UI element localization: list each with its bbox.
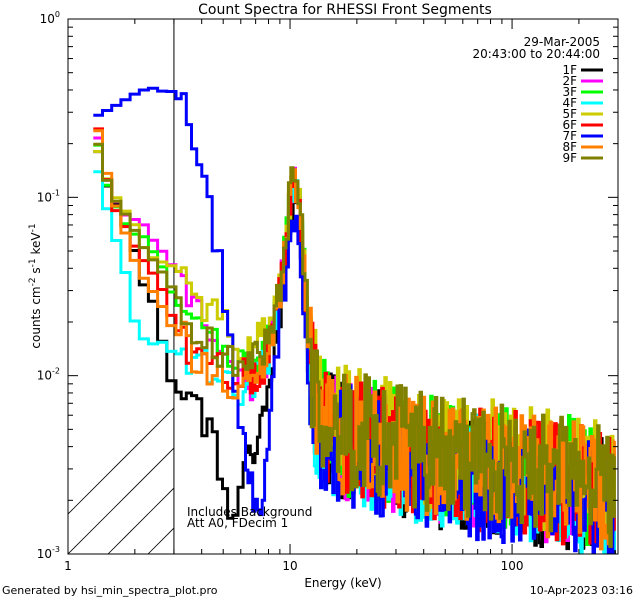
background-hatch-region: [68, 407, 174, 554]
legend-label-6F: 6F: [562, 118, 577, 132]
timestamp-label: 10-Apr-2023 03:16: [530, 584, 633, 597]
legend-label-9F: 9F: [562, 151, 577, 165]
series-line-9F: [93, 142, 616, 548]
series-layer: [93, 86, 616, 554]
axis-ticks: [67, 18, 619, 555]
hatch-line: [68, 447, 174, 554]
legend-label-7F: 7F: [562, 129, 577, 143]
y-tick-label: 10-1: [37, 188, 60, 204]
legend-label-2F: 2F: [562, 74, 577, 88]
x-axis-label: Energy (keV): [304, 576, 381, 590]
x-tick-label: 10: [282, 559, 297, 573]
y-axis-label: counts cm-2 s-1 keV-1: [28, 223, 43, 348]
annotation-attenuator: Att A0, FDecim 1: [187, 516, 288, 530]
legend-label-4F: 4F: [562, 96, 577, 110]
legend-label-8F: 8F: [562, 140, 577, 154]
plot-frame: [67, 18, 619, 555]
chart-title: Count Spectra for RHESSI Front Segments: [198, 2, 492, 18]
generated-by-label: Generated by hsi_min_spectra_plot.pro: [2, 584, 218, 597]
legend-label-1F: 1F: [562, 63, 577, 77]
hatch-line: [68, 407, 174, 515]
y-tick-labels: 10-3 10-2 10-1 100: [37, 10, 60, 561]
time-range-label: 20:43:00 to 20:44:00: [473, 47, 600, 61]
y-tick-label: 10-2: [37, 367, 60, 383]
y-tick-label: 10-3: [37, 545, 60, 561]
x-tick-labels: 1 10 100: [64, 559, 523, 573]
x-tick-label: 1: [64, 559, 72, 573]
date-label: 29-Mar-2005: [524, 35, 600, 49]
annotation-background: Includes Background: [187, 505, 312, 519]
legend-label-3F: 3F: [562, 85, 577, 99]
y-tick-label: 100: [40, 10, 60, 26]
x-tick-label: 100: [501, 559, 524, 573]
legend-label-5F: 5F: [562, 107, 577, 121]
